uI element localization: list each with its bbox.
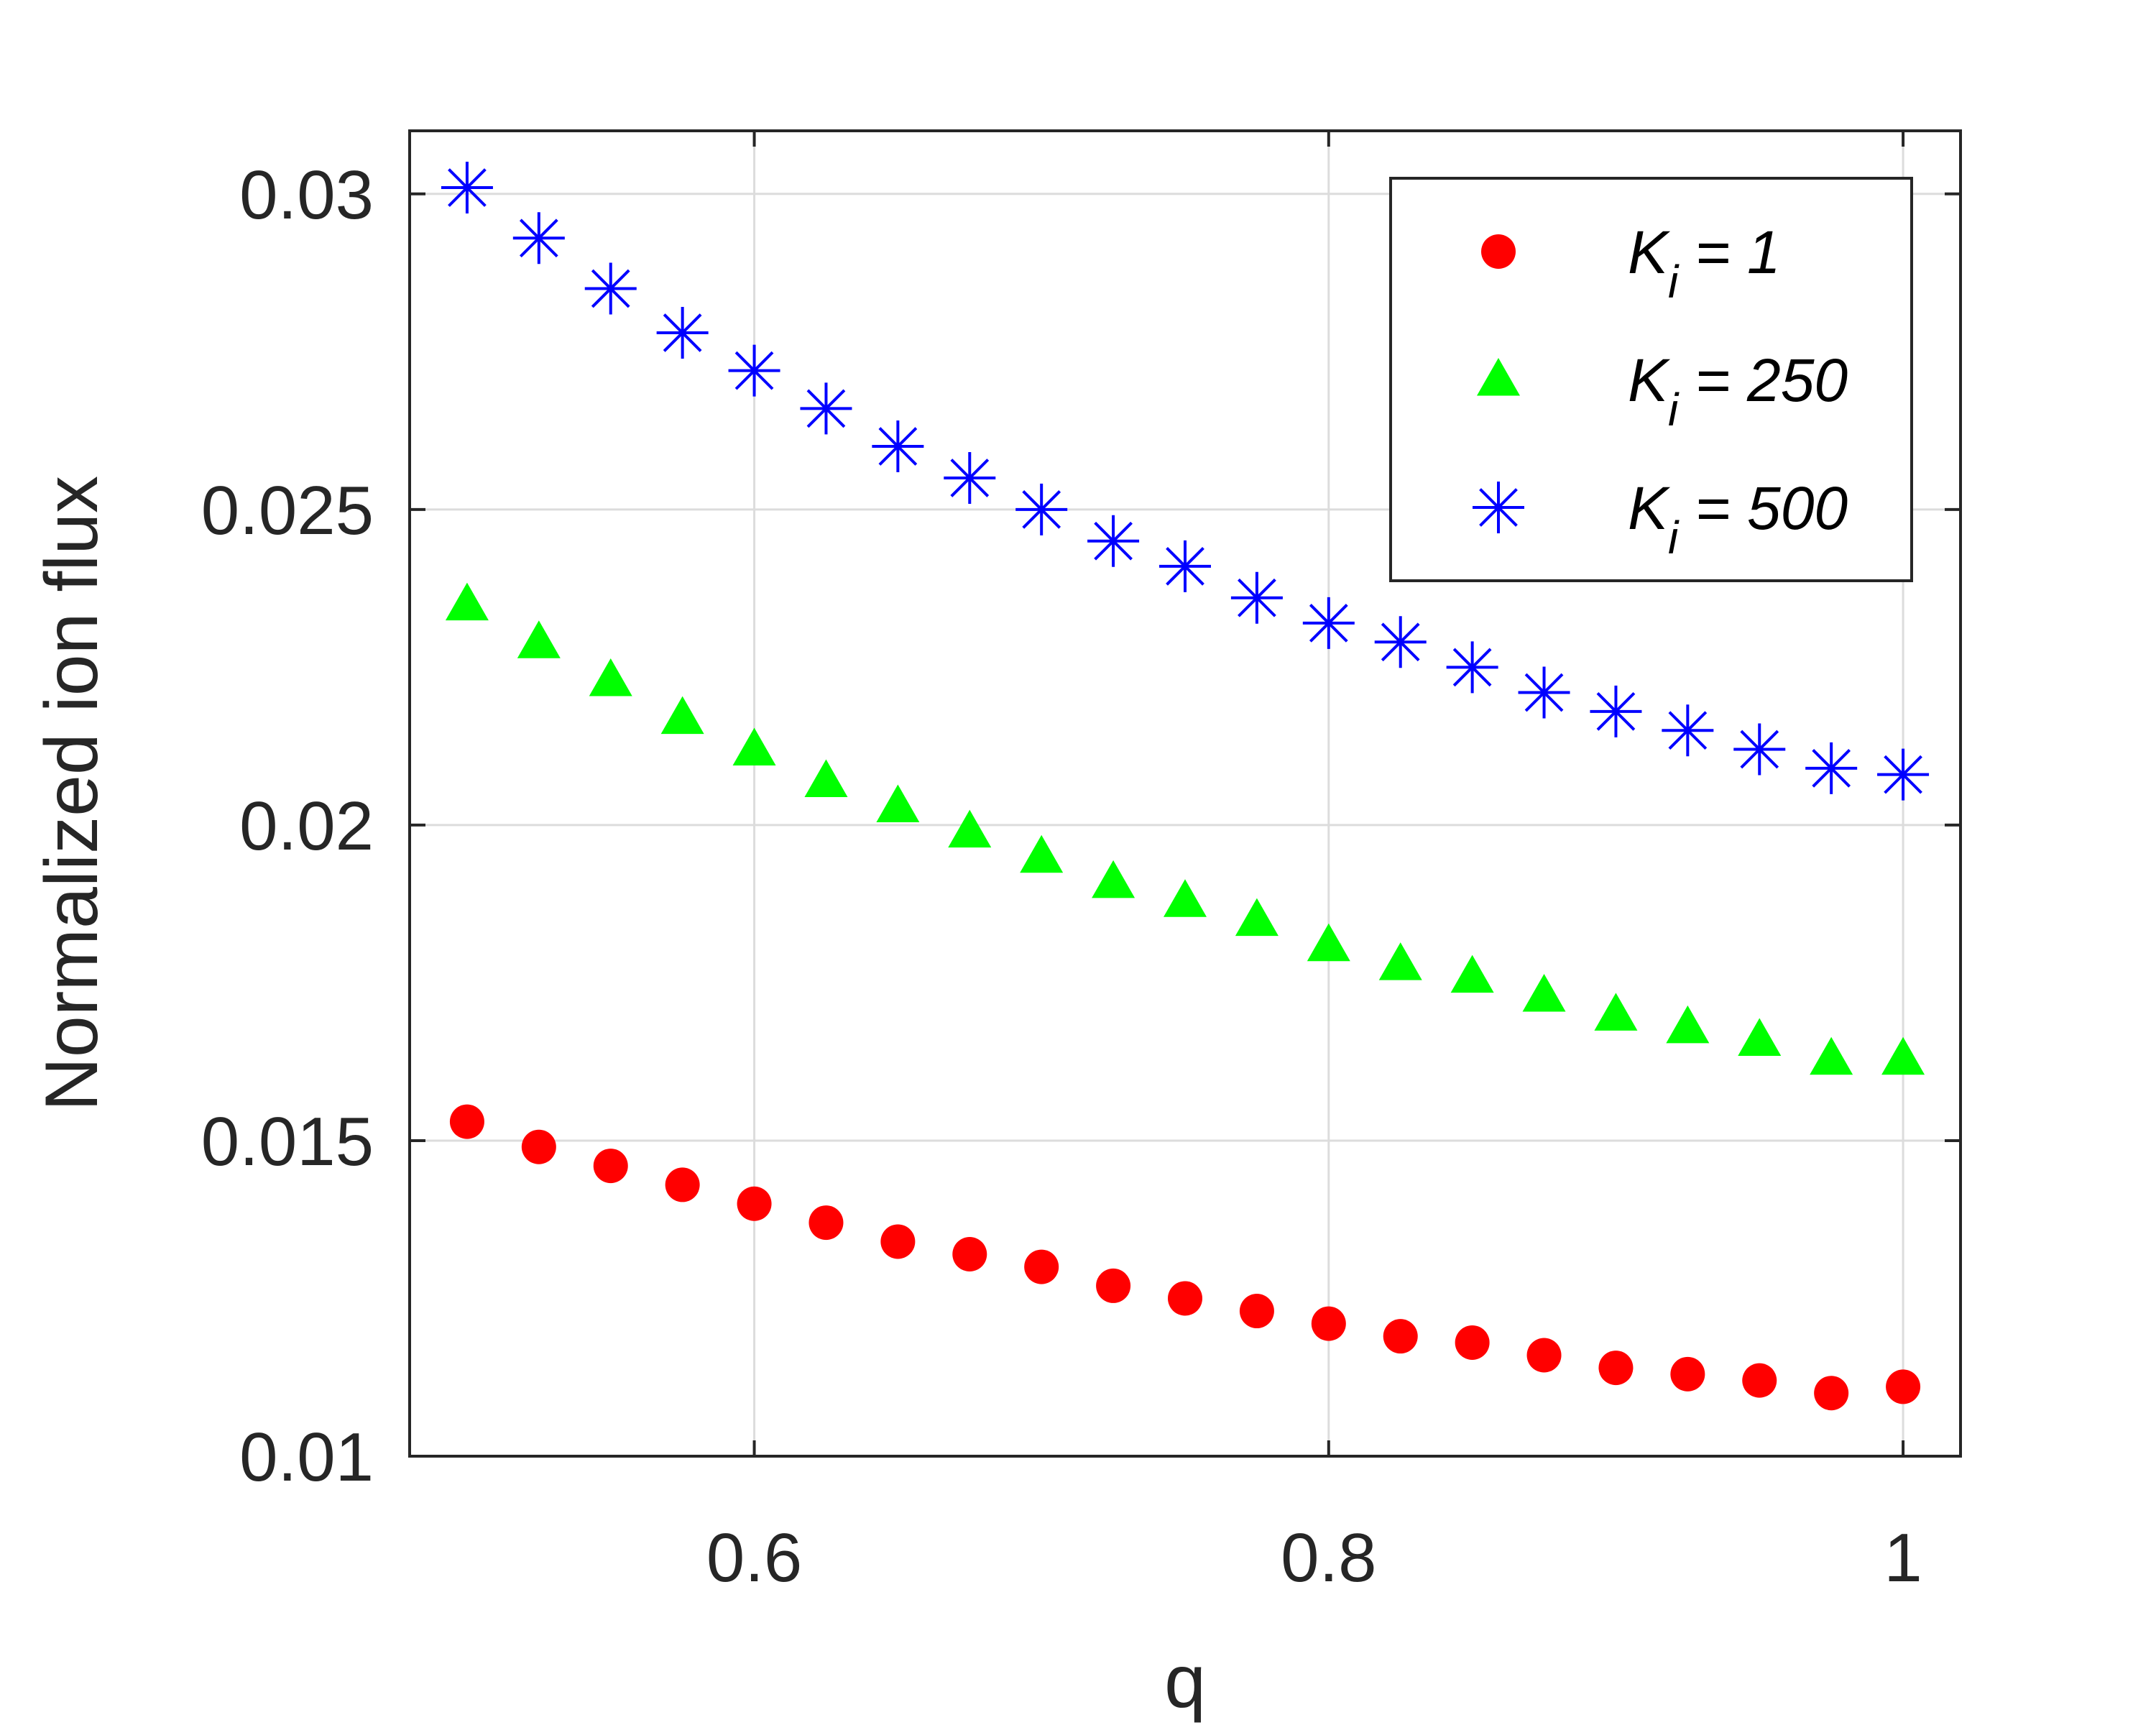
data-point-triangle [660, 696, 704, 735]
data-point-circle [737, 1186, 772, 1221]
axis-ticks: 0.6 0.8 1 0.01 0.015 0.02 0.025 0.03 [201, 131, 1961, 1596]
data-point-triangle [1450, 954, 1494, 993]
data-point-circle [1239, 1294, 1274, 1329]
data-point-asterisk [1087, 515, 1140, 567]
data-point-asterisk [441, 162, 493, 214]
legend-marker-triangle [1477, 358, 1520, 396]
data-point-circle [1383, 1319, 1418, 1354]
y-tick-label: 0.03 [239, 157, 374, 234]
data-point-asterisk [1877, 748, 1930, 801]
data-point-asterisk [1518, 666, 1570, 719]
data-point-triangle [1666, 1005, 1710, 1044]
data-point-triangle [1020, 834, 1064, 873]
legend-item: Ki = 250 [1477, 346, 1848, 436]
data-point-asterisk [1302, 597, 1355, 649]
data-point-triangle [445, 582, 489, 621]
legend-marker-circle [1481, 234, 1516, 269]
legend: Ki = 1 Ki = 250 Ki = 500 [1389, 177, 1913, 582]
legend-label: Ki = 500 [1628, 474, 1848, 564]
data-point-asterisk [1374, 616, 1427, 668]
data-point-circle [1742, 1363, 1777, 1398]
legend-marker-asterisk [1473, 482, 1524, 533]
data-point-circle [449, 1104, 484, 1139]
data-point-triangle [1164, 879, 1207, 917]
y-tick-label: 0.025 [201, 472, 374, 549]
data-point-circle [1096, 1268, 1131, 1303]
data-point-asterisk [1446, 641, 1498, 694]
y-tick-label: 0.015 [201, 1103, 374, 1180]
data-point-asterisk [1662, 704, 1714, 757]
data-point-asterisk [872, 420, 924, 473]
data-point-circle [1168, 1281, 1202, 1316]
data-point-circle [808, 1205, 844, 1241]
plot-frame [408, 129, 1962, 1458]
data-point-triangle [589, 658, 632, 696]
data-point-circle [521, 1129, 556, 1164]
series-circle [449, 1104, 1921, 1411]
data-point-circle [1598, 1351, 1634, 1386]
data-point-triangle [1810, 1036, 1853, 1075]
data-point-asterisk [1159, 540, 1211, 592]
data-marks [441, 162, 1930, 1411]
data-point-asterisk [728, 344, 780, 397]
data-point-triangle [1522, 973, 1566, 1012]
data-point-asterisk [1230, 571, 1283, 624]
y-tick-label: 0.01 [239, 1419, 374, 1496]
data-point-asterisk [944, 451, 996, 504]
data-point-circle [1455, 1325, 1490, 1360]
x-tick-label: 1 [1884, 1519, 1922, 1596]
legend-label: Ki = 250 [1628, 346, 1848, 436]
data-point-asterisk [512, 212, 565, 264]
data-point-circle [880, 1224, 916, 1259]
data-point-circle [593, 1149, 628, 1184]
x-tick-label: 0.6 [706, 1519, 802, 1596]
series-asterisk [441, 162, 1930, 801]
data-point-triangle [1594, 993, 1638, 1031]
data-point-triangle [948, 809, 992, 848]
data-point-triangle [1092, 860, 1135, 898]
data-point-asterisk [1015, 483, 1068, 535]
data-point-circle [1311, 1306, 1346, 1341]
y-axis-label: Normalized ion flux [30, 476, 114, 1111]
data-point-circle [1670, 1356, 1705, 1392]
data-point-circle [952, 1237, 987, 1272]
legend-label: Ki = 1 [1628, 218, 1781, 308]
x-tick-label: 0.8 [1281, 1519, 1376, 1596]
data-point-triangle [1378, 942, 1422, 980]
data-point-asterisk [656, 306, 709, 359]
data-point-asterisk [1805, 742, 1858, 794]
data-point-triangle [1881, 1036, 1925, 1075]
data-point-asterisk [800, 382, 852, 435]
series-triangle [445, 582, 1925, 1075]
y-tick-label: 0.02 [239, 788, 374, 865]
data-point-circle [665, 1167, 700, 1202]
data-point-asterisk [1733, 723, 1786, 776]
data-point-triangle [876, 784, 920, 823]
data-point-triangle [517, 620, 561, 658]
x-axis-label: q [1164, 1640, 1206, 1724]
data-point-triangle [1307, 923, 1350, 962]
data-point-triangle [732, 727, 776, 766]
legend-item: Ki = 500 [1473, 474, 1848, 564]
data-point-triangle [804, 759, 848, 797]
data-point-circle [1526, 1338, 1562, 1373]
legend-item: Ki = 1 [1481, 218, 1781, 308]
data-point-circle [1814, 1376, 1849, 1411]
data-point-triangle [1738, 1018, 1782, 1056]
legend-box [1389, 177, 1913, 582]
data-point-asterisk [1590, 685, 1642, 737]
data-point-circle [1024, 1249, 1059, 1284]
data-point-triangle [1235, 898, 1279, 937]
data-point-asterisk [584, 262, 637, 315]
data-point-circle [1886, 1369, 1921, 1404]
